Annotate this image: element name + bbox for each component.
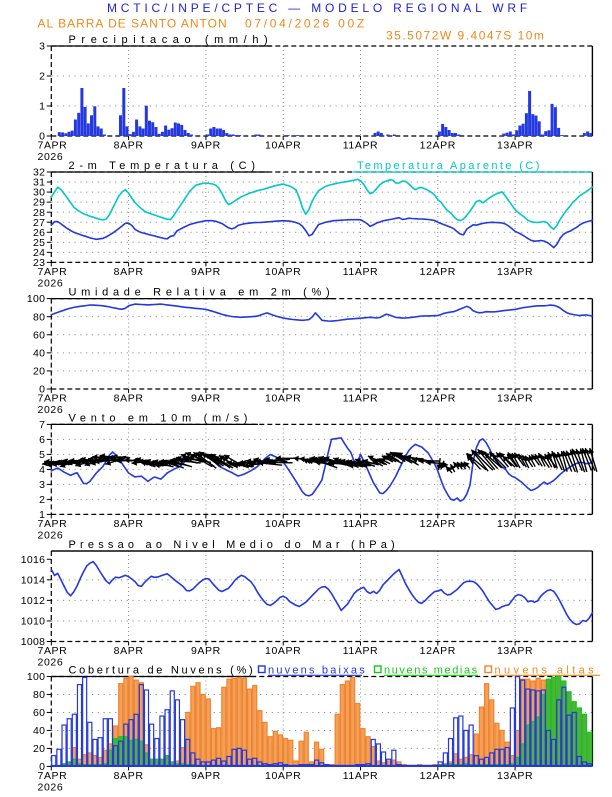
svg-text:13APR: 13APR [497, 392, 533, 404]
svg-text:7APR: 7APR [38, 770, 68, 782]
svg-text:Temperatura Aparente (C): Temperatura Aparente (C) [357, 160, 542, 172]
svg-text:20: 20 [33, 366, 45, 378]
svg-text:9APR: 9APR [191, 645, 221, 657]
svg-text:Pressao ao Nivel Medio do Mar: Pressao ao Nivel Medio do Mar (hPa) [69, 539, 399, 551]
svg-text:5: 5 [39, 449, 45, 461]
svg-text:8APR: 8APR [114, 645, 144, 657]
svg-text:4: 4 [39, 464, 45, 476]
svg-text:9APR: 9APR [191, 770, 221, 782]
svg-text:11APR: 11APR [343, 392, 379, 404]
svg-text:2026: 2026 [38, 277, 64, 289]
svg-text:100: 100 [27, 671, 45, 683]
svg-text:9APR: 9APR [191, 518, 221, 530]
svg-text:20: 20 [33, 743, 45, 755]
svg-text:32: 32 [33, 167, 45, 179]
svg-text:2026: 2026 [38, 529, 64, 541]
svg-text:13APR: 13APR [497, 266, 533, 278]
svg-text:AL BARRA DE SANTO ANTON: AL BARRA DE SANTO ANTON [38, 16, 228, 30]
svg-text:1014: 1014 [21, 574, 46, 586]
svg-text:7APR: 7APR [38, 139, 68, 151]
svg-text:10APR: 10APR [265, 770, 301, 782]
svg-text:8APR: 8APR [114, 518, 144, 530]
svg-text:2026: 2026 [38, 781, 64, 792]
svg-text:07/04/2026 00Z: 07/04/2026 00Z [245, 16, 367, 30]
svg-text:2: 2 [39, 71, 45, 83]
svg-text:Cobertura de Nuvens (%): Cobertura de Nuvens (%) [69, 665, 256, 677]
svg-text:11APR: 11APR [343, 139, 379, 151]
svg-text:1012: 1012 [21, 595, 46, 607]
svg-text:2: 2 [39, 494, 45, 506]
svg-text:12APR: 12APR [420, 266, 456, 278]
svg-text:13APR: 13APR [497, 139, 533, 151]
svg-text:80: 80 [33, 311, 45, 323]
svg-text:100: 100 [27, 293, 45, 305]
svg-text:13APR: 13APR [497, 770, 533, 782]
svg-text:11APR: 11APR [343, 518, 379, 530]
svg-text:10APR: 10APR [265, 139, 301, 151]
svg-text:13APR: 13APR [497, 645, 533, 657]
svg-text:35.5072W 9.4047S 10m: 35.5072W 9.4047S 10m [386, 29, 545, 43]
svg-text:6: 6 [39, 434, 45, 446]
svg-text:1010: 1010 [21, 616, 46, 628]
svg-text:7APR: 7APR [38, 266, 68, 278]
svg-text:10APR: 10APR [265, 266, 301, 278]
svg-text:8APR: 8APR [114, 770, 144, 782]
svg-text:40: 40 [33, 725, 45, 737]
svg-text:3: 3 [39, 479, 45, 491]
svg-text:8APR: 8APR [114, 392, 144, 404]
svg-text:12APR: 12APR [420, 139, 456, 151]
svg-text:MCTIC/INPE/CPTEC — MODELO REGI: MCTIC/INPE/CPTEC — MODELO REGIONAL WRF [107, 1, 531, 15]
svg-text:10APR: 10APR [265, 392, 301, 404]
svg-text:11APR: 11APR [343, 645, 379, 657]
svg-text:12APR: 12APR [420, 770, 456, 782]
svg-text:9APR: 9APR [191, 139, 221, 151]
svg-text:12APR: 12APR [420, 645, 456, 657]
svg-text:2-m Temperatura (C): 2-m Temperatura (C) [69, 160, 260, 172]
svg-text:60: 60 [33, 329, 45, 341]
svg-text:12APR: 12APR [420, 392, 456, 404]
svg-text:13APR: 13APR [497, 518, 533, 530]
svg-text:11APR: 11APR [343, 266, 379, 278]
svg-text:40: 40 [33, 347, 45, 359]
svg-text:9APR: 9APR [191, 392, 221, 404]
svg-text:Precipitacao (mm/h): Precipitacao (mm/h) [69, 34, 274, 46]
svg-text:60: 60 [33, 707, 45, 719]
svg-text:3: 3 [39, 41, 45, 53]
svg-text:10APR: 10APR [265, 645, 301, 657]
svg-text:11APR: 11APR [343, 770, 379, 782]
svg-text:8APR: 8APR [114, 266, 144, 278]
svg-text:2026: 2026 [38, 657, 64, 669]
svg-text:12APR: 12APR [420, 518, 456, 530]
svg-text:Umidade Relativa em 2m (%): Umidade Relativa em 2m (%) [69, 287, 335, 299]
svg-text:10APR: 10APR [265, 518, 301, 530]
svg-text:7APR: 7APR [38, 518, 68, 530]
svg-text:9APR: 9APR [191, 266, 221, 278]
svg-text:7APR: 7APR [38, 645, 68, 657]
svg-text:8APR: 8APR [114, 139, 144, 151]
svg-text:1: 1 [39, 101, 45, 113]
svg-text:1016: 1016 [21, 554, 46, 566]
svg-text:2026: 2026 [38, 404, 64, 416]
svg-text:7APR: 7APR [38, 392, 68, 404]
svg-text:80: 80 [33, 689, 45, 701]
svg-text:7: 7 [39, 419, 45, 431]
svg-text:Vento em 10m (m/s): Vento em 10m (m/s) [69, 412, 253, 424]
svg-text:2026: 2026 [38, 151, 64, 163]
